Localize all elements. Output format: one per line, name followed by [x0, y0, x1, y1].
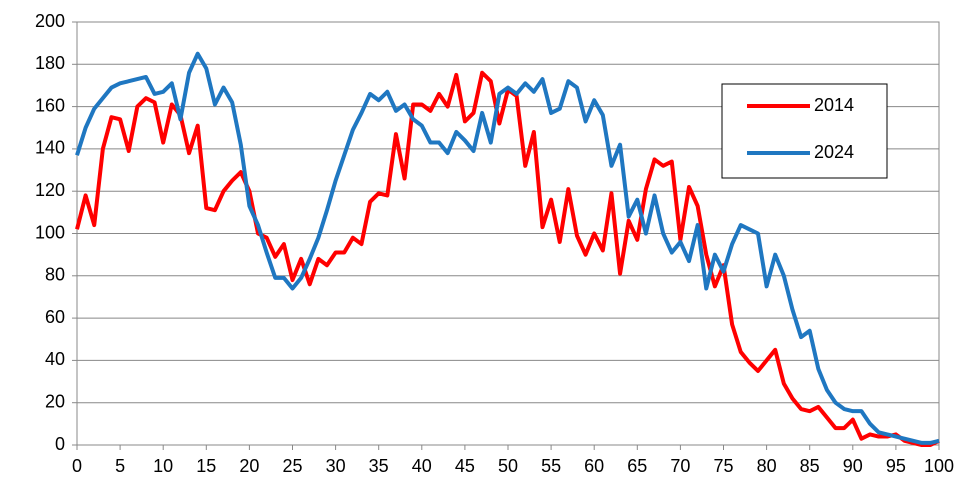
x-tick-label: 65 [627, 456, 647, 476]
x-tick-label: 30 [326, 456, 346, 476]
y-tick-label: 100 [35, 222, 65, 242]
x-tick-label: 15 [196, 456, 216, 476]
x-tick-label: 0 [72, 456, 82, 476]
x-tick-label: 70 [670, 456, 690, 476]
line-series [75, 51, 940, 445]
x-tick-label: 45 [455, 456, 475, 476]
x-tick-label: 60 [584, 456, 604, 476]
x-tick-label: 85 [800, 456, 820, 476]
x-tick-label: 80 [757, 456, 777, 476]
y-tick-label: 0 [55, 434, 65, 454]
x-tick-label: 55 [541, 456, 561, 476]
y-tick-label: 20 [45, 391, 65, 411]
y-tick-label: 60 [45, 307, 65, 327]
y-tick-label: 180 [35, 53, 65, 73]
legend-label: 2024 [814, 142, 854, 162]
y-tick-label: 80 [45, 265, 65, 285]
x-tick-label: 75 [713, 456, 733, 476]
x-tick-label: 100 [924, 456, 954, 476]
x-tick-label: 40 [412, 456, 432, 476]
x-tick-label: 50 [498, 456, 518, 476]
legend: 2014 2024 [721, 83, 888, 179]
legend-box [721, 83, 888, 179]
x-tick-label: 35 [369, 456, 389, 476]
y-tick-label: 40 [45, 349, 65, 369]
y-tick-label: 200 [35, 11, 65, 31]
x-tick-label: 20 [239, 456, 259, 476]
y-tick-label: 160 [35, 95, 65, 115]
plot-border [76, 21, 940, 446]
y-tick-label: 120 [35, 180, 65, 200]
y-tick-label: 140 [35, 138, 65, 158]
x-tick-label: 10 [153, 456, 173, 476]
x-tick-label: 5 [115, 456, 125, 476]
legend-label: 2014 [814, 95, 854, 115]
x-tick-label: 95 [886, 456, 906, 476]
x-tick-label: 90 [843, 456, 863, 476]
x-tick-label: 25 [282, 456, 302, 476]
